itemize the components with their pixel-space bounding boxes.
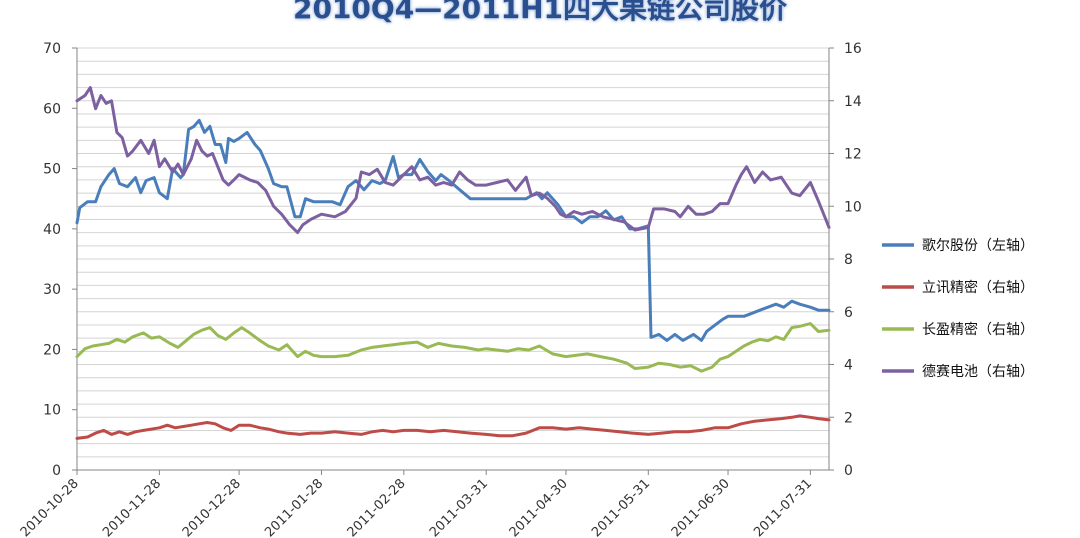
left-axis-tick-label: 10: [43, 403, 61, 419]
left-axis-tick-label: 20: [43, 342, 61, 358]
legend-label: 立讯精密（右轴）: [922, 279, 1034, 296]
right-axis-tick-label: 8: [844, 252, 853, 268]
x-axis-tick-label: 2010-11-28: [100, 476, 164, 538]
x-axis-tick-label: 2011-05-31: [589, 476, 653, 538]
series-line-4: [75, 86, 831, 235]
left-axis-tick-label: 0: [52, 463, 61, 479]
x-axis-tick-label: 2011-04-30: [507, 476, 571, 538]
x-axis-tick-label: 2011-06-30: [669, 476, 733, 538]
x-axis-tick-label: 2011-01-28: [262, 476, 326, 538]
x-axis-tick-label: 2011-02-28: [345, 476, 409, 538]
right-axis-tick-label: 12: [844, 147, 862, 163]
left-axis-tick-label: 30: [43, 282, 61, 298]
x-axis-tick-label: 2010-12-28: [180, 476, 244, 538]
series-line-2: [75, 414, 831, 440]
right-axis-tick-label: 14: [844, 94, 862, 110]
x-axis-tick-label: 2011-03-31: [427, 476, 491, 538]
legend-label: 德赛电池（右轴）: [922, 364, 1034, 380]
right-axis-tick-label: 6: [844, 305, 853, 321]
legend-label: 歌尔股份（左轴）: [922, 238, 1034, 254]
left-axis-tick-label: 50: [43, 162, 61, 178]
right-axis-tick-label: 10: [844, 199, 862, 215]
right-axis-tick-label: 4: [844, 358, 853, 374]
legend-label: 长盈精密（右轴）: [922, 321, 1034, 338]
chart-title: 2010Q4—2011H1四大果链公司股价: [292, 0, 788, 25]
x-axis-tick-label: 2010-10-28: [18, 476, 82, 538]
right-axis-tick-label: 2: [844, 410, 853, 426]
right-axis-tick-label: 0: [844, 463, 853, 479]
left-axis-tick-label: 70: [43, 41, 61, 57]
right-axis-tick-label: 16: [844, 41, 862, 57]
left-axis-tick-label: 40: [43, 222, 61, 238]
series-line-3: [75, 322, 831, 373]
left-axis-tick-label: 60: [43, 101, 61, 117]
x-axis-tick-label: 2011-07-31: [751, 476, 815, 538]
